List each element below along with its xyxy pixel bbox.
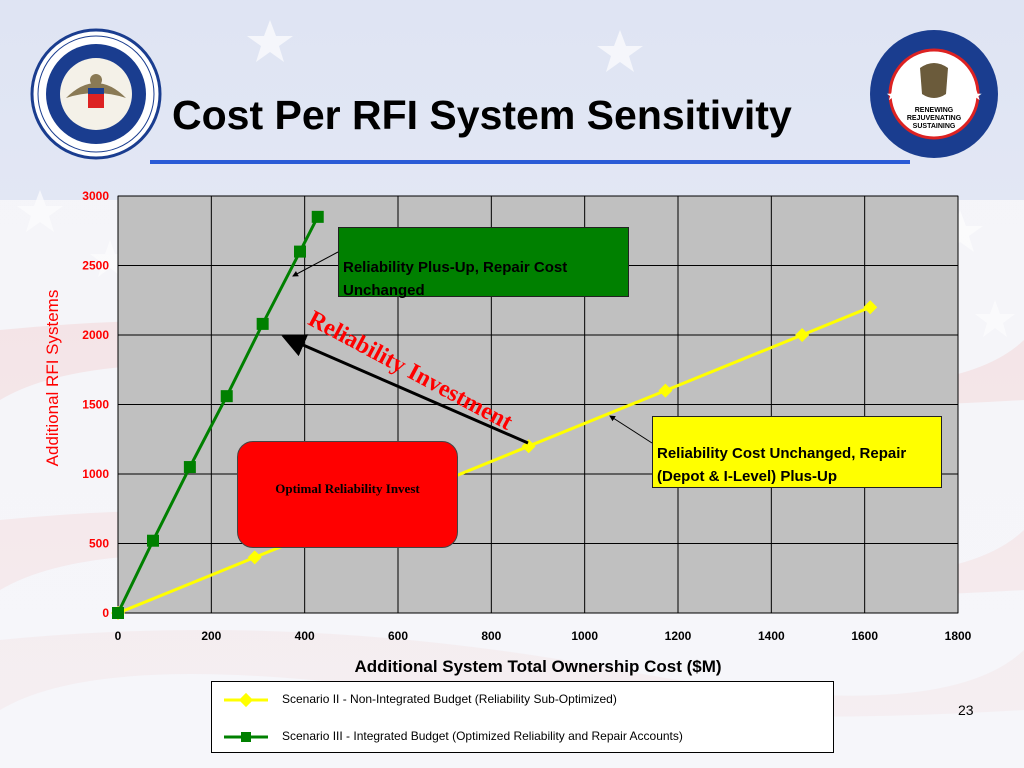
- slide-title: Cost Per RFI System Sensitivity: [172, 92, 792, 138]
- data-point-square: [183, 461, 196, 474]
- x-tick-label: 0: [115, 629, 122, 643]
- x-tick-label: 1400: [758, 629, 785, 643]
- y-tick-label: 3000: [82, 189, 109, 203]
- y-axis-label: Additional RFI Systems: [43, 290, 62, 467]
- data-point-diamond: [658, 383, 673, 398]
- svg-text:★: ★: [970, 88, 983, 104]
- seal-line-1: RENEWING: [915, 107, 954, 114]
- data-point-square: [220, 390, 233, 403]
- x-tick-label: 200: [201, 629, 221, 643]
- legend-item-scenario-ii: Scenario II - Non-Integrated Budget (Rel…: [282, 692, 617, 706]
- yellow-callout-pointer: [609, 415, 653, 444]
- y-tick-label: 1000: [82, 467, 109, 481]
- y-tick-label: 2000: [82, 328, 109, 342]
- x-tick-label: 1000: [571, 629, 598, 643]
- x-tick-label: 400: [295, 629, 315, 643]
- data-point-diamond: [863, 300, 878, 315]
- callout-reliability-plus-up: Reliability Plus-Up, Repair Cost Unchang…: [338, 227, 629, 299]
- page-number: 23: [958, 702, 974, 718]
- x-tick-label: 1600: [851, 629, 878, 643]
- data-point-square: [112, 607, 124, 619]
- title-underline: [150, 160, 910, 164]
- dod-maintenance-seal-logo: ★ ★ RENEWING REJUVENATING SUSTAINING: [870, 30, 998, 158]
- data-point-square: [256, 317, 269, 330]
- legend-item-scenario-iii: Scenario III - Integrated Budget (Optimi…: [282, 729, 683, 743]
- callout-optimal-reliability: Optimal Reliability Invest: [237, 441, 458, 548]
- dod-seal-logo: [30, 28, 162, 160]
- legend-swatches: [224, 692, 268, 742]
- x-tick-label: 1800: [945, 629, 972, 643]
- y-tick-label: 2500: [82, 259, 109, 273]
- data-point-diamond: [795, 328, 810, 342]
- data-point-square: [147, 534, 159, 547]
- svg-text:★: ★: [886, 88, 899, 104]
- seal-line-3: SUSTAINING: [913, 123, 956, 130]
- green-callout-pointer: [292, 251, 339, 277]
- x-tick-label: 800: [481, 629, 501, 643]
- y-tick-label: 500: [89, 537, 109, 551]
- data-point-square: [311, 210, 324, 223]
- data-point-square: [294, 245, 306, 258]
- x-axis-label: Additional System Total Ownership Cost (…: [354, 657, 721, 676]
- reliability-investment-arrow: [281, 334, 529, 445]
- data-point-diamond: [247, 550, 262, 565]
- chart-legend: Scenario II - Non-Integrated Budget (Rel…: [211, 681, 834, 753]
- seal-line-2: REJUVENATING: [907, 115, 962, 122]
- x-tick-label: 600: [388, 629, 408, 643]
- y-tick-label: 0: [102, 606, 109, 620]
- y-tick-label: 1500: [82, 398, 109, 412]
- callout-repair-plus-up: Reliability Cost Unchanged, Repair (Depo…: [652, 416, 942, 488]
- x-tick-label: 1200: [665, 629, 692, 643]
